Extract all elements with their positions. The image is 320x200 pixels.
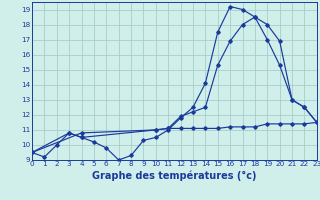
X-axis label: Graphe des températures (°c): Graphe des températures (°c) [92,170,257,181]
